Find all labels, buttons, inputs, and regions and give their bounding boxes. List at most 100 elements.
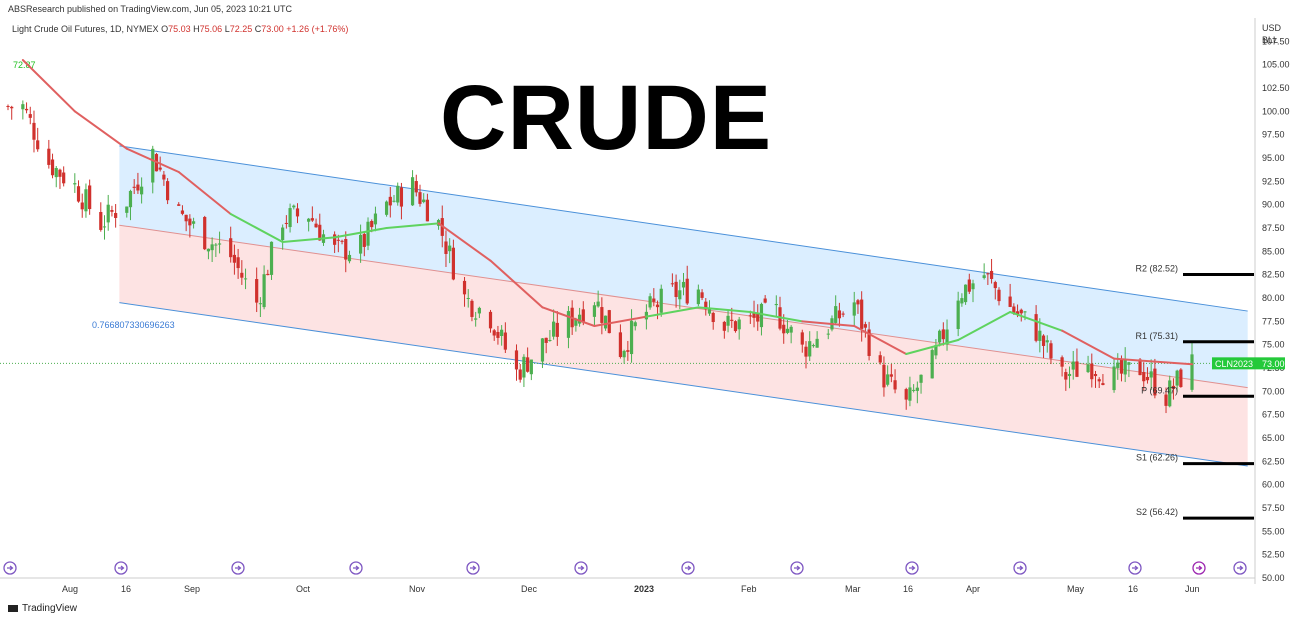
fib-label: 0.766807330696263 — [92, 320, 175, 330]
candle-body — [214, 244, 218, 246]
y-tick-label: 67.50 — [1262, 410, 1285, 420]
candle-body — [622, 350, 626, 358]
candle-body — [333, 234, 337, 245]
y-tick-label: 102.50 — [1262, 83, 1290, 93]
candle-body — [392, 200, 396, 202]
candle-body — [269, 241, 274, 275]
candle-body — [307, 218, 311, 222]
candle-body — [492, 330, 496, 336]
x-tick-label: Apr — [966, 584, 980, 594]
candle-body — [310, 218, 314, 221]
pivot-label: S2 (56.42) — [1136, 507, 1178, 517]
candle-body — [373, 213, 378, 225]
candle-body — [752, 312, 756, 318]
candle-body — [1041, 335, 1046, 346]
candle-body — [229, 238, 233, 258]
candle-body — [284, 222, 288, 224]
event-arrow-icon — [1196, 565, 1203, 571]
candle-body — [815, 338, 819, 348]
candle-body — [522, 356, 526, 378]
candle-body — [314, 223, 318, 228]
candle-body — [203, 216, 207, 250]
event-arrow-icon — [1237, 565, 1244, 571]
pivot-label: R1 (75.31) — [1135, 331, 1178, 341]
candle-body — [711, 312, 715, 323]
y-tick-label: 87.50 — [1262, 223, 1285, 233]
candle-body — [1019, 309, 1023, 314]
moving-average-segment — [541, 306, 596, 327]
candle-body — [629, 320, 634, 355]
candle-body — [88, 185, 92, 210]
event-marker-icon — [1192, 561, 1206, 575]
candle-body — [733, 321, 738, 332]
unit-label: BLL — [1262, 35, 1279, 45]
moving-average-segment — [73, 110, 128, 150]
event-arrow-icon — [118, 565, 125, 571]
candle-body — [1164, 394, 1168, 406]
channel-lower-fill — [119, 225, 1248, 466]
channel-lower-line — [119, 302, 1248, 467]
candle-body — [158, 167, 162, 170]
candle-body — [1171, 385, 1176, 389]
candle-body — [837, 310, 841, 319]
candle-body — [938, 330, 942, 343]
candle-body — [1060, 357, 1064, 367]
pivot-label: R2 (82.52) — [1135, 263, 1178, 273]
candle-body — [1145, 376, 1150, 381]
candle-body — [136, 184, 140, 191]
candle-body — [102, 226, 107, 228]
candle-body — [340, 240, 344, 242]
candle-body — [1142, 372, 1146, 382]
tradingview-footer: TradingView — [8, 603, 77, 614]
candle-body — [54, 168, 58, 178]
event-arrow-icon — [353, 565, 360, 571]
candle-body — [1138, 359, 1142, 376]
candle-body — [670, 283, 674, 285]
candle-body — [1086, 364, 1090, 373]
candle-body — [414, 181, 418, 193]
candle-body — [960, 298, 964, 304]
candle-body — [1023, 311, 1027, 313]
candle-body — [262, 274, 266, 308]
channel-mid-line — [119, 224, 1248, 389]
candle-body — [967, 279, 971, 292]
candle-body — [867, 329, 871, 356]
candle-body — [295, 208, 300, 217]
candle-body — [1153, 368, 1157, 396]
candle-body — [1049, 343, 1053, 359]
candle-body — [21, 104, 25, 110]
candle-body — [76, 186, 81, 202]
y-tick-label: 60.00 — [1262, 480, 1285, 490]
moving-average-segment — [1113, 357, 1193, 366]
candle-body — [232, 254, 237, 263]
candle-body — [808, 341, 812, 357]
candle-body — [600, 307, 604, 323]
candle-body — [726, 315, 730, 326]
candle-body — [1012, 306, 1016, 313]
moving-average-segment — [385, 222, 440, 229]
candle-body — [681, 281, 686, 288]
high-label: H — [193, 24, 200, 34]
candle-body — [73, 183, 77, 185]
candle-body — [177, 204, 181, 206]
candle-body — [696, 289, 700, 305]
y-tick-label: 90.00 — [1262, 200, 1285, 210]
candle-body — [1179, 369, 1183, 387]
candle-body — [707, 309, 712, 314]
x-tick-label: 2023 — [634, 584, 654, 594]
candle-body — [288, 208, 292, 228]
candle-body — [652, 298, 656, 302]
event-arrow-icon — [578, 565, 585, 571]
candle-body — [526, 357, 530, 372]
candle-body — [255, 279, 259, 303]
x-tick-label: 16 — [121, 584, 131, 594]
candle-body — [140, 186, 144, 195]
candle-body — [488, 311, 493, 329]
candle-body — [518, 369, 522, 380]
candle-body — [912, 389, 916, 391]
x-tick-label: May — [1067, 584, 1085, 594]
candle-body — [756, 313, 760, 322]
event-marker-icon — [574, 561, 588, 575]
candle-body — [997, 289, 1001, 302]
candle-body — [800, 332, 804, 345]
